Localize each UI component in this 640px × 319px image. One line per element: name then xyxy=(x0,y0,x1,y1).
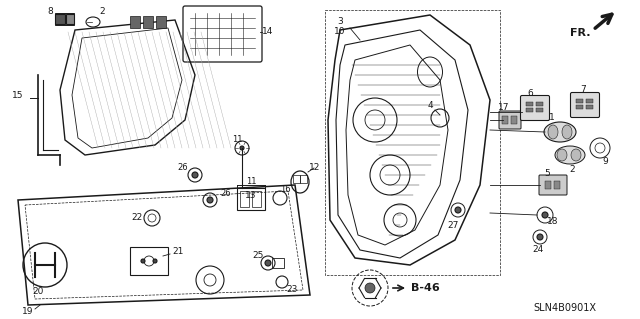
Bar xyxy=(293,175,300,183)
Text: 23: 23 xyxy=(286,286,298,294)
Bar xyxy=(554,181,560,189)
Text: 12: 12 xyxy=(309,164,321,173)
Ellipse shape xyxy=(548,125,558,139)
Bar xyxy=(511,116,517,124)
Text: 26: 26 xyxy=(221,189,231,197)
Text: 18: 18 xyxy=(547,218,559,226)
Circle shape xyxy=(192,172,198,178)
Text: SLN4B0901X: SLN4B0901X xyxy=(534,303,596,313)
Bar xyxy=(240,191,249,207)
Bar xyxy=(130,247,168,275)
Text: FR.: FR. xyxy=(570,28,590,38)
Text: B-46: B-46 xyxy=(411,283,440,293)
Circle shape xyxy=(265,260,271,266)
FancyBboxPatch shape xyxy=(570,93,600,117)
Text: 13: 13 xyxy=(245,191,257,201)
Bar xyxy=(55,14,65,24)
Circle shape xyxy=(141,259,145,263)
Bar xyxy=(66,14,74,24)
Bar xyxy=(55,13,74,25)
Text: 8: 8 xyxy=(47,8,53,17)
Text: 16: 16 xyxy=(280,186,291,195)
Bar xyxy=(526,102,533,106)
Text: 4: 4 xyxy=(427,100,433,109)
Ellipse shape xyxy=(562,125,572,139)
Text: 10: 10 xyxy=(334,27,346,36)
Text: 3: 3 xyxy=(337,18,343,26)
Bar xyxy=(143,16,153,28)
Text: 26: 26 xyxy=(178,164,188,173)
Ellipse shape xyxy=(571,149,581,161)
Circle shape xyxy=(365,283,375,293)
Text: 6: 6 xyxy=(527,88,533,98)
Circle shape xyxy=(542,212,548,218)
Text: 20: 20 xyxy=(32,286,44,295)
Ellipse shape xyxy=(555,146,585,164)
Bar xyxy=(156,16,166,28)
Circle shape xyxy=(153,259,157,263)
Text: 11: 11 xyxy=(246,176,256,186)
FancyBboxPatch shape xyxy=(520,95,550,121)
Text: 7: 7 xyxy=(580,85,586,94)
Text: 15: 15 xyxy=(12,91,24,100)
Bar xyxy=(252,191,261,207)
Text: 22: 22 xyxy=(131,213,143,222)
Text: 14: 14 xyxy=(262,27,274,36)
Text: 24: 24 xyxy=(532,246,543,255)
FancyBboxPatch shape xyxy=(539,175,567,195)
Text: 27: 27 xyxy=(447,220,459,229)
Circle shape xyxy=(455,207,461,213)
Text: 11: 11 xyxy=(232,136,243,145)
Bar xyxy=(272,258,284,268)
Text: 1: 1 xyxy=(549,114,555,122)
Bar xyxy=(545,181,551,189)
Bar xyxy=(502,116,508,124)
Bar xyxy=(130,16,140,28)
Text: 25: 25 xyxy=(252,250,264,259)
FancyBboxPatch shape xyxy=(499,111,521,129)
Ellipse shape xyxy=(544,122,576,142)
Bar xyxy=(526,108,533,112)
Circle shape xyxy=(537,234,543,240)
Bar xyxy=(576,99,583,103)
Bar xyxy=(586,99,593,103)
Text: 21: 21 xyxy=(172,247,184,256)
Circle shape xyxy=(240,146,244,150)
Bar xyxy=(586,105,593,109)
Bar xyxy=(300,175,307,183)
Text: 2: 2 xyxy=(569,166,575,174)
Bar xyxy=(536,108,543,112)
Bar xyxy=(237,188,265,210)
Bar xyxy=(536,102,543,106)
Bar xyxy=(325,10,500,275)
Circle shape xyxy=(207,197,213,203)
Text: 5: 5 xyxy=(544,168,550,177)
Text: 17: 17 xyxy=(499,103,509,113)
Text: 2: 2 xyxy=(99,8,105,17)
Text: 9: 9 xyxy=(602,158,608,167)
Bar xyxy=(576,105,583,109)
Text: 19: 19 xyxy=(22,308,34,316)
Ellipse shape xyxy=(557,149,567,161)
